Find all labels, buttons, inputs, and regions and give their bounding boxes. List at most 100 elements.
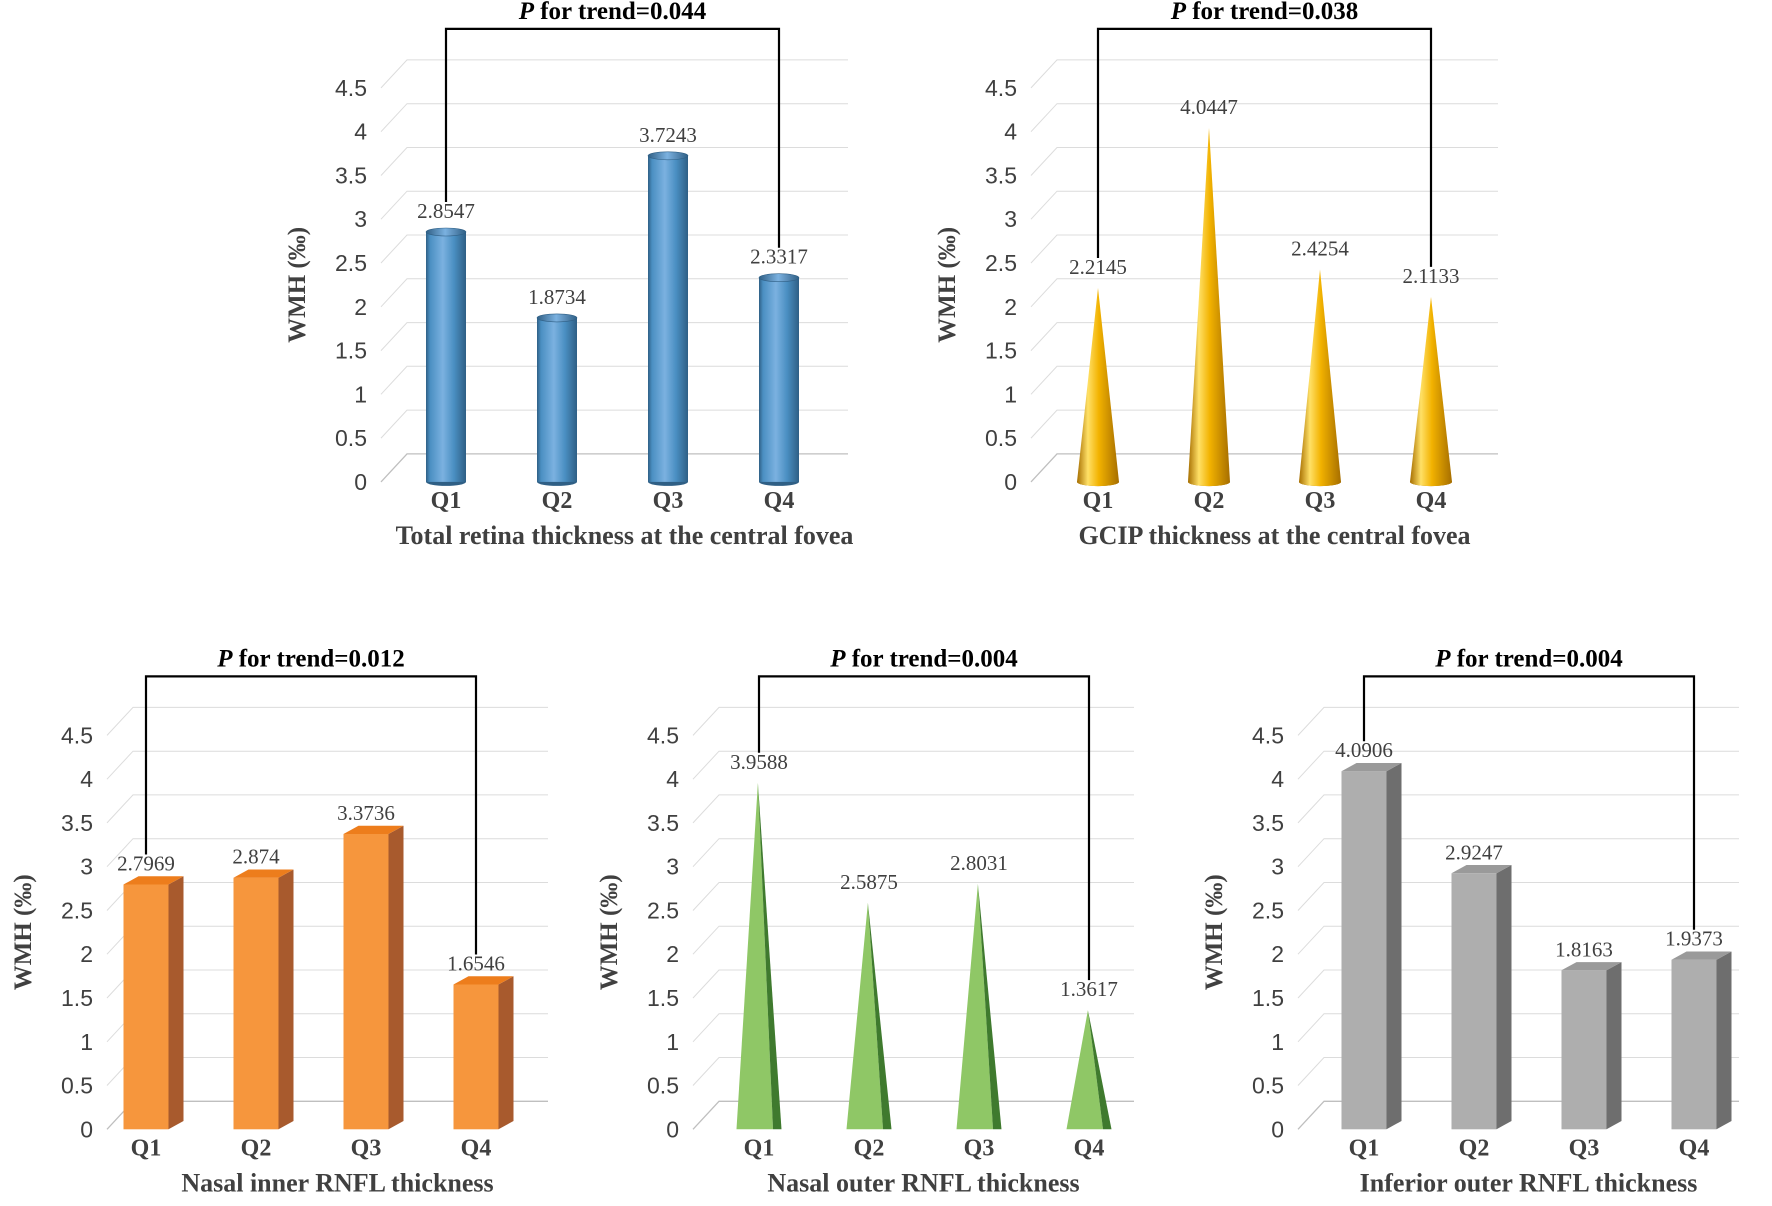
svg-text:0.5: 0.5 bbox=[1252, 1073, 1284, 1099]
svg-text:4.5: 4.5 bbox=[61, 722, 93, 748]
svg-text:2.874: 2.874 bbox=[232, 845, 280, 869]
svg-text:Q4: Q4 bbox=[1416, 488, 1447, 514]
svg-text:Q1: Q1 bbox=[1083, 488, 1114, 514]
svg-text:4.5: 4.5 bbox=[1252, 722, 1284, 748]
svg-text:1.9373: 1.9373 bbox=[1665, 927, 1723, 951]
svg-text:0: 0 bbox=[354, 469, 367, 495]
svg-text:2.5: 2.5 bbox=[1252, 898, 1284, 924]
svg-text:1: 1 bbox=[1004, 381, 1017, 407]
svg-text:1.5: 1.5 bbox=[61, 985, 93, 1011]
svg-text:Q2: Q2 bbox=[542, 488, 573, 514]
svg-text:1.5: 1.5 bbox=[647, 985, 679, 1011]
svg-text:0.5: 0.5 bbox=[647, 1073, 679, 1099]
svg-text:Q2: Q2 bbox=[1194, 488, 1225, 514]
svg-text:0: 0 bbox=[666, 1116, 679, 1142]
svg-text:2.5: 2.5 bbox=[985, 250, 1017, 276]
svg-text:0.5: 0.5 bbox=[61, 1073, 93, 1099]
svg-text:Q4: Q4 bbox=[1074, 1135, 1105, 1161]
svg-text:3.5: 3.5 bbox=[1252, 810, 1284, 836]
svg-text:4.5: 4.5 bbox=[647, 722, 679, 748]
svg-text:1.8163: 1.8163 bbox=[1555, 937, 1613, 961]
svg-text:GCIP thickness at the central: GCIP thickness at the central fovea bbox=[1078, 521, 1470, 550]
svg-text:Q4: Q4 bbox=[461, 1135, 492, 1161]
svg-text:2.5: 2.5 bbox=[335, 250, 367, 276]
svg-text:1: 1 bbox=[354, 381, 367, 407]
svg-text:Q3: Q3 bbox=[351, 1135, 382, 1161]
svg-text:2.5875: 2.5875 bbox=[840, 870, 898, 894]
svg-text:2.4254: 2.4254 bbox=[1291, 237, 1349, 261]
svg-text:Q3: Q3 bbox=[653, 488, 684, 514]
svg-text:1.3617: 1.3617 bbox=[1060, 977, 1118, 1001]
svg-text:2: 2 bbox=[354, 294, 367, 320]
svg-text:3.5: 3.5 bbox=[335, 163, 367, 189]
svg-text:3.3736: 3.3736 bbox=[337, 801, 395, 825]
svg-text:1: 1 bbox=[666, 1029, 679, 1055]
svg-text:4: 4 bbox=[666, 766, 679, 792]
svg-text:0: 0 bbox=[1004, 469, 1017, 495]
svg-text:P for trend=0.012: P for trend=0.012 bbox=[216, 645, 405, 672]
svg-text:P for trend=0.044: P for trend=0.044 bbox=[518, 0, 707, 25]
svg-text:2.5: 2.5 bbox=[647, 898, 679, 924]
svg-text:3: 3 bbox=[354, 206, 367, 232]
svg-text:WMH (‰): WMH (‰) bbox=[284, 227, 311, 343]
svg-text:4.0447: 4.0447 bbox=[1180, 95, 1238, 119]
svg-text:1.5: 1.5 bbox=[1252, 985, 1284, 1011]
svg-text:3.9588: 3.9588 bbox=[730, 750, 788, 774]
svg-text:2.8547: 2.8547 bbox=[417, 199, 475, 223]
svg-text:Q2: Q2 bbox=[241, 1135, 272, 1161]
svg-text:Q1: Q1 bbox=[131, 1135, 162, 1161]
svg-text:Q2: Q2 bbox=[1459, 1135, 1490, 1161]
svg-text:3: 3 bbox=[666, 854, 679, 880]
svg-text:WMH (‰): WMH (‰) bbox=[10, 874, 37, 990]
svg-text:4.0906: 4.0906 bbox=[1335, 738, 1393, 762]
svg-text:2.8031: 2.8031 bbox=[950, 851, 1008, 875]
svg-text:Q3: Q3 bbox=[1569, 1135, 1600, 1161]
svg-text:0.5: 0.5 bbox=[335, 425, 367, 451]
svg-text:2.1133: 2.1133 bbox=[1403, 264, 1460, 288]
svg-text:Q4: Q4 bbox=[1679, 1135, 1710, 1161]
svg-text:1.5: 1.5 bbox=[985, 338, 1017, 364]
svg-text:2: 2 bbox=[1004, 294, 1017, 320]
svg-text:3.5: 3.5 bbox=[647, 810, 679, 836]
svg-text:Q3: Q3 bbox=[1305, 488, 1336, 514]
svg-text:3.5: 3.5 bbox=[61, 810, 93, 836]
svg-text:1.6546: 1.6546 bbox=[447, 952, 505, 976]
svg-text:Q1: Q1 bbox=[1349, 1135, 1380, 1161]
svg-text:P for trend=0.038: P for trend=0.038 bbox=[1170, 0, 1359, 25]
svg-text:4.5: 4.5 bbox=[335, 75, 367, 101]
svg-text:3.5: 3.5 bbox=[985, 163, 1017, 189]
svg-text:WMH (‰): WMH (‰) bbox=[1201, 874, 1228, 990]
svg-text:4: 4 bbox=[1271, 766, 1284, 792]
svg-text:3.7243: 3.7243 bbox=[639, 123, 697, 147]
svg-text:Total retina thickness at the: Total retina thickness at the central fo… bbox=[396, 521, 854, 550]
svg-text:Q2: Q2 bbox=[854, 1135, 885, 1161]
svg-text:P for trend=0.004: P for trend=0.004 bbox=[829, 645, 1018, 672]
svg-text:P for trend=0.004: P for trend=0.004 bbox=[1434, 645, 1623, 672]
svg-text:1.5: 1.5 bbox=[335, 338, 367, 364]
svg-text:2.3317: 2.3317 bbox=[750, 245, 808, 269]
svg-text:0: 0 bbox=[80, 1116, 93, 1142]
svg-text:2.9247: 2.9247 bbox=[1445, 840, 1503, 864]
svg-text:4: 4 bbox=[1004, 119, 1017, 145]
svg-text:0: 0 bbox=[1271, 1116, 1284, 1142]
svg-text:WMH (‰): WMH (‰) bbox=[596, 874, 623, 990]
svg-text:Q1: Q1 bbox=[744, 1135, 775, 1161]
svg-text:2.2145: 2.2145 bbox=[1069, 255, 1127, 279]
svg-text:1.8734: 1.8734 bbox=[528, 285, 586, 309]
svg-text:4: 4 bbox=[354, 119, 367, 145]
svg-text:4.5: 4.5 bbox=[985, 75, 1017, 101]
svg-text:Q1: Q1 bbox=[431, 488, 462, 514]
svg-text:2.7969: 2.7969 bbox=[117, 852, 175, 876]
svg-text:2: 2 bbox=[666, 941, 679, 967]
svg-text:Nasal outer RNFL thickness: Nasal outer RNFL thickness bbox=[767, 1168, 1079, 1197]
svg-text:2.5: 2.5 bbox=[61, 898, 93, 924]
svg-text:3: 3 bbox=[1271, 854, 1284, 880]
svg-text:Inferior outer RNFL thickness: Inferior outer RNFL thickness bbox=[1360, 1168, 1698, 1197]
svg-text:3: 3 bbox=[1004, 206, 1017, 232]
svg-text:3: 3 bbox=[80, 854, 93, 880]
svg-text:0.5: 0.5 bbox=[985, 425, 1017, 451]
svg-text:WMH (‰): WMH (‰) bbox=[934, 227, 961, 343]
svg-text:4: 4 bbox=[80, 766, 93, 792]
svg-text:Nasal inner RNFL thickness: Nasal inner RNFL thickness bbox=[181, 1168, 493, 1197]
svg-text:Q4: Q4 bbox=[764, 488, 795, 514]
